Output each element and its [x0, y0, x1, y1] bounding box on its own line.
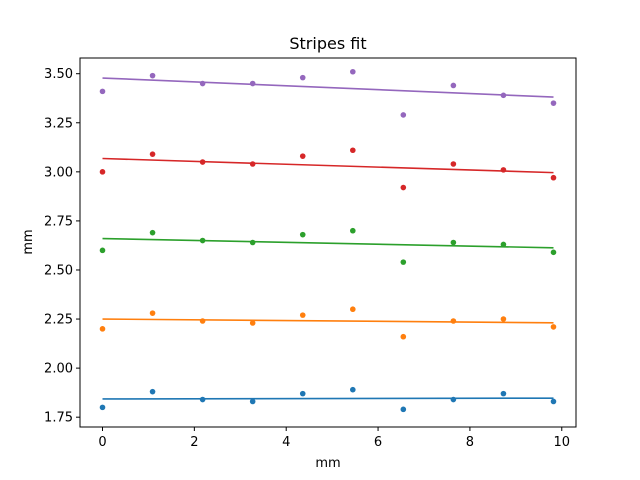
- x-tick-label: 10: [553, 435, 570, 450]
- data-point: [299, 390, 306, 397]
- fit-line-4: [102, 157, 554, 174]
- fit-line-5: [102, 77, 554, 98]
- data-point: [550, 398, 557, 405]
- y-tick-label: 3.50: [44, 67, 73, 82]
- chart-title: Stripes fit: [289, 34, 366, 53]
- data-point: [199, 237, 206, 244]
- y-tick-label: 1.75: [44, 411, 73, 426]
- data-point: [550, 324, 557, 330]
- data-point: [500, 316, 507, 322]
- data-point: [500, 390, 507, 397]
- data-point: [450, 161, 457, 167]
- data-point: [99, 404, 106, 411]
- y-axis-label: mm: [21, 229, 36, 254]
- data-point: [550, 100, 557, 106]
- x-tick-label: 4: [282, 435, 290, 450]
- data-point: [350, 227, 356, 234]
- data-point: [350, 306, 356, 313]
- data-point: [199, 80, 206, 87]
- data-point: [299, 231, 306, 238]
- data-point: [299, 74, 306, 81]
- data-point: [99, 247, 106, 254]
- fit-line-3: [102, 237, 554, 249]
- data-point: [400, 333, 407, 340]
- data-point: [450, 318, 457, 324]
- x-tick-label: 6: [374, 435, 382, 450]
- data-point: [500, 92, 507, 99]
- data-point: [149, 229, 156, 236]
- data-point: [350, 386, 356, 393]
- x-axis-label: mm: [315, 456, 340, 471]
- data-point: [149, 310, 156, 316]
- data-point: [149, 388, 156, 395]
- data-point: [299, 312, 306, 318]
- y-tick-label: 2.25: [44, 313, 73, 328]
- data-point: [500, 167, 507, 173]
- data-point: [550, 249, 557, 256]
- data-point: [99, 88, 106, 95]
- data-point: [199, 159, 206, 165]
- y-tick-label: 2.00: [44, 362, 73, 377]
- y-tick-label: 2.75: [44, 214, 73, 229]
- data-point: [249, 320, 256, 326]
- data-point: [400, 259, 407, 265]
- data-point: [299, 153, 306, 159]
- data-point: [249, 80, 256, 87]
- data-point: [350, 147, 356, 154]
- x-tick-label: 8: [466, 435, 474, 450]
- data-point: [199, 396, 206, 403]
- data-point: [149, 151, 156, 157]
- x-tick-label: 0: [98, 435, 106, 450]
- ticks: 0 2 4 6 8 10 1.75 2.00 2.25 2.50 2.75 3.00 3.25 3.50: [44, 67, 570, 450]
- data-point: [249, 161, 256, 167]
- data-point: [249, 239, 256, 246]
- fit-line-1: [102, 397, 554, 400]
- data-point: [99, 169, 106, 175]
- data-point: [500, 241, 507, 248]
- y-tick-label: 2.50: [44, 263, 73, 278]
- data-point: [400, 184, 407, 191]
- data-point: [149, 72, 156, 79]
- data-point: [99, 326, 106, 332]
- data-point: [199, 318, 206, 324]
- data-point: [400, 406, 407, 413]
- data-point: [450, 396, 457, 403]
- data-point: [350, 68, 356, 75]
- data-point: [249, 398, 256, 405]
- fit-line-2: [102, 318, 554, 324]
- y-tick-label: 3.25: [44, 116, 73, 131]
- x-tick-label: 2: [190, 435, 198, 450]
- data-point: [450, 82, 457, 89]
- data-point: [450, 239, 457, 246]
- y-tick-label: 3.00: [44, 165, 73, 180]
- axes-frame: [79, 57, 577, 428]
- plot-area: [99, 68, 557, 413]
- data-point: [400, 112, 407, 118]
- data-point: [550, 174, 557, 181]
